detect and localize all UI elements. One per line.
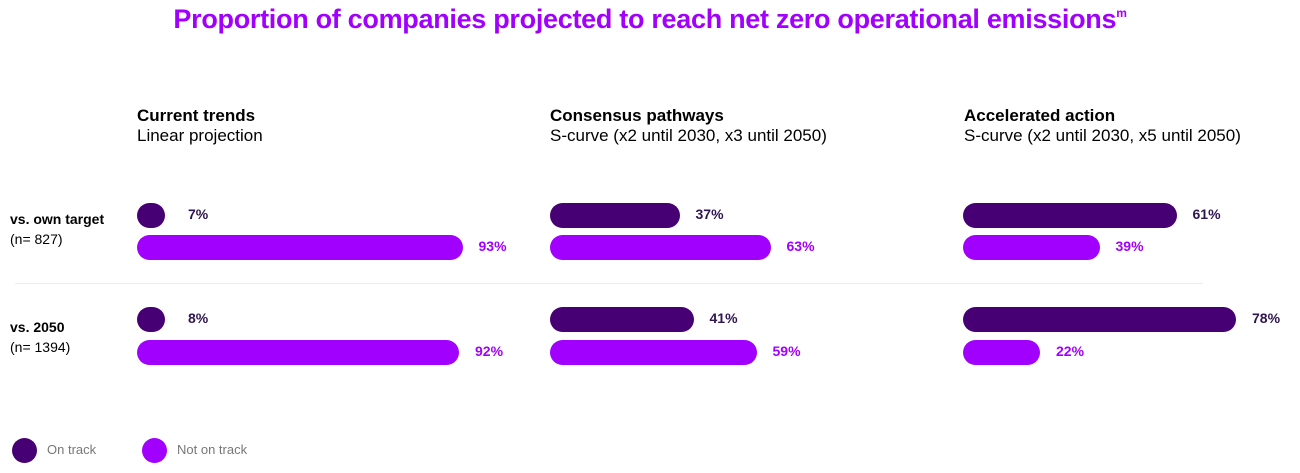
legend-swatch-on-track <box>12 438 37 463</box>
data-label-not-on-track: 39% <box>1115 238 1144 254</box>
bar-on-track <box>137 203 165 228</box>
data-label-not-on-track: 22% <box>1056 343 1085 359</box>
bar-not-on-track <box>550 235 771 260</box>
bar-not-on-track <box>137 340 459 365</box>
bar-on-track <box>550 203 680 228</box>
row-divider <box>15 283 1203 284</box>
panel-subtitle: S-curve (x2 until 2030, x3 until 2050) <box>550 126 827 145</box>
panel-title: Current trends <box>137 106 256 125</box>
data-label-on-track: 78% <box>1252 310 1281 326</box>
panel-subtitle: Linear projection <box>137 126 263 145</box>
bar-on-track <box>550 307 694 332</box>
chart-title: Proportion of companies projected to rea… <box>173 4 1127 34</box>
legend-swatch-not-on-track <box>142 438 167 463</box>
data-label-on-track: 61% <box>1192 206 1221 222</box>
data-label-on-track: 41% <box>709 310 738 326</box>
panel-header-current-trends: Current trends Linear projection <box>137 106 263 146</box>
panel-header-accelerated-action: Accelerated action S-curve (x2 until 203… <box>964 106 1241 146</box>
data-label-on-track: 7% <box>188 206 209 222</box>
panel-title: Accelerated action <box>964 106 1116 125</box>
panel-header-consensus-pathways: Consensus pathways S-curve (x2 until 203… <box>550 106 827 146</box>
data-label-on-track: 8% <box>188 310 209 326</box>
bar-on-track <box>963 307 1236 332</box>
title-footnote-marker: m <box>1116 6 1127 20</box>
data-label-not-on-track: 92% <box>475 343 504 359</box>
bar-not-on-track <box>963 340 1040 365</box>
bar-not-on-track <box>137 235 463 260</box>
bar-not-on-track <box>963 235 1100 260</box>
legend-label-not-on-track: Not on track <box>177 442 248 457</box>
row-label-2050: vs. 2050 (n= 1394) <box>10 319 71 355</box>
panel-title: Consensus pathways <box>550 106 724 125</box>
bar-on-track <box>137 307 165 332</box>
bar-not-on-track <box>550 340 757 365</box>
data-label-not-on-track: 63% <box>786 238 815 254</box>
panel-subtitle: S-curve (x2 until 2030, x5 until 2050) <box>964 126 1241 145</box>
bar-on-track <box>963 203 1177 228</box>
row-label-own-target: vs. own target (n= 827) <box>10 211 105 247</box>
data-label-on-track: 37% <box>695 206 724 222</box>
legend-label-on-track: On track <box>47 442 97 457</box>
data-label-not-on-track: 93% <box>478 238 507 254</box>
data-label-not-on-track: 59% <box>772 343 801 359</box>
